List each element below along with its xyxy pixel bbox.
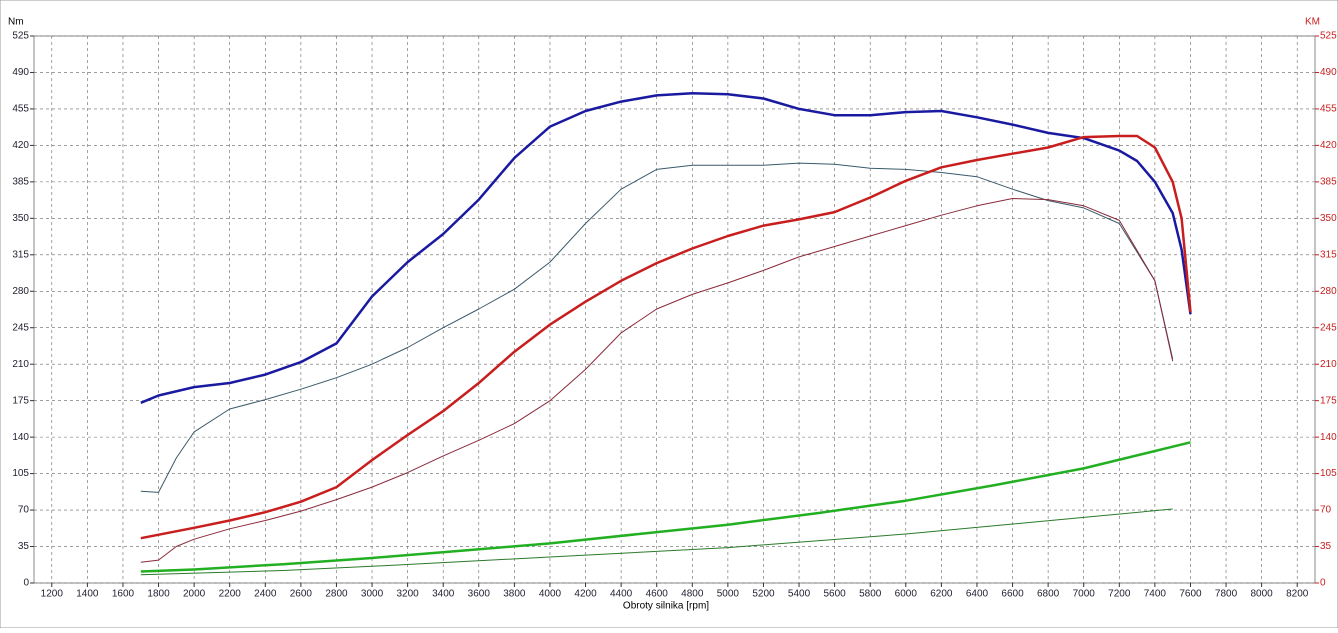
y2-tick-label: 35 xyxy=(1320,541,1332,552)
x-tick-label: 6800 xyxy=(1037,589,1060,600)
y-tick-label: 70 xyxy=(18,505,30,516)
y2-tick-label: 420 xyxy=(1320,140,1337,151)
x-tick-label: 6200 xyxy=(930,589,953,600)
y2-tick-label: 245 xyxy=(1320,322,1337,333)
y-tick-label: 280 xyxy=(12,286,29,297)
x-tick-label: 4600 xyxy=(646,589,669,600)
x-tick-label: 1600 xyxy=(112,589,135,600)
y-tick-label: 175 xyxy=(12,395,29,406)
x-tick-label: 2600 xyxy=(290,589,313,600)
y2-tick-label: 70 xyxy=(1320,505,1332,516)
x-tick-label: 8200 xyxy=(1286,589,1309,600)
x-tick-label: 7400 xyxy=(1144,589,1167,600)
x-tick-label: 2400 xyxy=(254,589,277,600)
y-tick-label: 140 xyxy=(12,432,29,443)
x-tick-label: 5400 xyxy=(788,589,811,600)
x-tick-label: 4800 xyxy=(681,589,704,600)
y-tick-label: 350 xyxy=(12,213,29,224)
x-tick-label: 7800 xyxy=(1215,589,1238,600)
y2-tick-label: 490 xyxy=(1320,67,1337,78)
x-tick-label: 5800 xyxy=(859,589,882,600)
x-tick-label: 7000 xyxy=(1073,589,1096,600)
x-tick-label: 5600 xyxy=(824,589,847,600)
x-tick-label: 3200 xyxy=(397,589,420,600)
y-tick-label: 0 xyxy=(23,578,29,589)
y-tick-label: 455 xyxy=(12,104,29,115)
series-line xyxy=(140,134,1192,540)
y-tick-label: 105 xyxy=(12,468,29,479)
series-line xyxy=(140,441,1191,573)
x-tick-label: 2000 xyxy=(183,589,206,600)
series-line xyxy=(140,92,1192,404)
y-tick-label: 490 xyxy=(12,67,29,78)
y2-tick-label: 350 xyxy=(1320,213,1337,224)
x-tick-label: 3400 xyxy=(432,589,455,600)
y2-tick-label: 140 xyxy=(1320,432,1337,443)
y-tick-label: 385 xyxy=(12,177,29,188)
y2-tick-label: 525 xyxy=(1320,31,1337,42)
y2-axis-label: KM xyxy=(1305,17,1320,28)
series-line xyxy=(140,162,1174,493)
x-tick-label: 5200 xyxy=(752,589,775,600)
y-tick-label: 35 xyxy=(18,541,30,552)
x-tick-label: 6600 xyxy=(1001,589,1024,600)
x-axis-label: Obroty silnika [rpm] xyxy=(623,601,709,612)
y-tick-label: 245 xyxy=(12,322,29,333)
x-tick-label: 7200 xyxy=(1108,589,1131,600)
x-tick-label: 1400 xyxy=(76,589,99,600)
y-tick-label: 525 xyxy=(12,31,29,42)
y2-tick-label: 0 xyxy=(1320,578,1326,589)
y2-tick-label: 105 xyxy=(1320,468,1337,479)
y-tick-label: 315 xyxy=(12,249,29,260)
x-tick-label: 4400 xyxy=(610,589,633,600)
y-tick-label: 210 xyxy=(12,359,29,370)
x-tick-label: 6000 xyxy=(895,589,918,600)
x-tick-label: 6400 xyxy=(966,589,989,600)
series-line xyxy=(140,198,1174,563)
y-axis-label: Nm xyxy=(8,17,24,28)
x-tick-label: 3600 xyxy=(468,589,491,600)
plot-area xyxy=(33,35,1316,584)
y2-tick-label: 210 xyxy=(1320,359,1337,370)
x-tick-label: 4200 xyxy=(574,589,597,600)
y-tick-label: 420 xyxy=(12,140,29,151)
x-tick-label: 4000 xyxy=(539,589,562,600)
x-tick-label: 1200 xyxy=(41,589,64,600)
x-tick-label: 3000 xyxy=(361,589,384,600)
series-line xyxy=(140,508,1173,576)
y2-tick-label: 315 xyxy=(1320,249,1337,260)
x-tick-label: 5000 xyxy=(717,589,740,600)
x-tick-label: 8000 xyxy=(1251,589,1274,600)
y2-tick-label: 175 xyxy=(1320,395,1337,406)
x-tick-label: 3800 xyxy=(503,589,526,600)
y2-tick-label: 385 xyxy=(1320,177,1337,188)
y2-tick-label: 280 xyxy=(1320,286,1337,297)
x-tick-label: 2200 xyxy=(219,589,242,600)
x-tick-label: 1800 xyxy=(147,589,170,600)
x-tick-label: 7600 xyxy=(1179,589,1202,600)
y2-tick-label: 455 xyxy=(1320,104,1337,115)
x-tick-label: 2800 xyxy=(325,589,348,600)
